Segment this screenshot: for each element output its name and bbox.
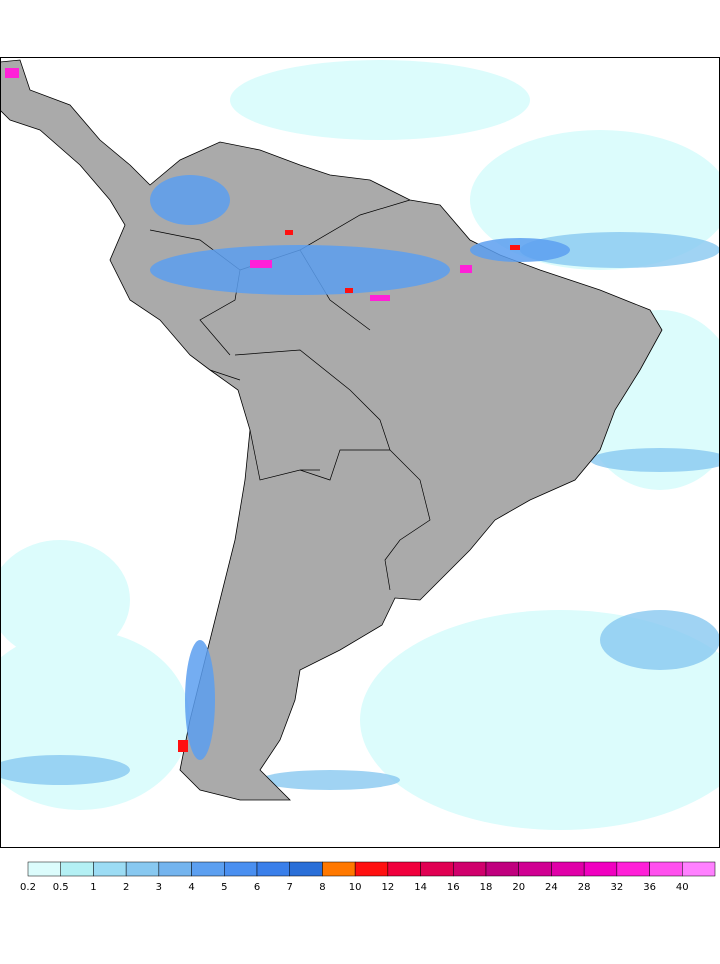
colorbar-label: 18 bbox=[480, 882, 493, 893]
colorbar-label: 12 bbox=[381, 882, 394, 893]
colorbar-label: 0.2 bbox=[20, 882, 36, 893]
colorbar-label: 28 bbox=[578, 882, 591, 893]
colorbar-label: 8 bbox=[319, 882, 325, 893]
intense-rain bbox=[5, 68, 472, 301]
colorbar-swatch bbox=[583, 861, 618, 877]
colorbar-swatch bbox=[93, 861, 127, 877]
colorbar-label: 16 bbox=[447, 882, 460, 893]
colorbar-label: 0.5 bbox=[53, 882, 69, 893]
map bbox=[0, 57, 720, 848]
colorbar-swatch bbox=[224, 861, 258, 877]
colorbar-swatch bbox=[256, 861, 290, 877]
land bbox=[0, 59, 663, 801]
colorbar-label: 40 bbox=[676, 882, 689, 893]
colorbar-swatch bbox=[354, 861, 389, 877]
colorbar-swatch bbox=[551, 861, 585, 877]
moderate-rain bbox=[0, 232, 720, 790]
colorbar-label: 7 bbox=[287, 882, 293, 893]
colorbar-swatch bbox=[60, 861, 94, 877]
colorbar-label: 36 bbox=[643, 882, 656, 893]
colorbar-label: 10 bbox=[349, 882, 362, 893]
colorbar-swatch bbox=[289, 861, 323, 877]
colorbar-label: 6 bbox=[254, 882, 260, 893]
colorbar-swatch bbox=[420, 861, 454, 877]
colorbar-swatch bbox=[518, 861, 552, 877]
colorbar-label: 2 bbox=[123, 882, 129, 893]
colorbar-label: 3 bbox=[156, 882, 162, 893]
colorbar-label: 1 bbox=[90, 882, 96, 893]
colorbar-swatch bbox=[27, 861, 61, 877]
colorbar: 0.2 0.5 1 2 3 4 5 6 7 8 10 12 14 16 18 20 24 28 32 36 40 bbox=[20, 861, 716, 893]
colorbar-label: 4 bbox=[188, 882, 194, 893]
colorbar-swatch bbox=[158, 861, 192, 877]
colorbar-label: 14 bbox=[414, 882, 427, 893]
colorbar-swatch bbox=[649, 861, 683, 877]
colorbar-swatch bbox=[485, 861, 519, 877]
colorbar-label: 24 bbox=[545, 882, 558, 893]
colorbar-swatch bbox=[453, 861, 487, 877]
very-heavy-rain bbox=[178, 230, 520, 752]
colorbar-swatch bbox=[125, 861, 160, 877]
colorbar-label: 32 bbox=[610, 882, 623, 893]
colorbar-swatch bbox=[322, 861, 356, 877]
colorbar-swatch bbox=[387, 861, 421, 877]
colorbar-swatch bbox=[616, 861, 650, 877]
colorbar-swatch bbox=[682, 861, 716, 877]
colorbar-label: 5 bbox=[221, 882, 227, 893]
colorbar-swatch bbox=[191, 861, 225, 877]
colorbar-label: 20 bbox=[512, 882, 525, 893]
